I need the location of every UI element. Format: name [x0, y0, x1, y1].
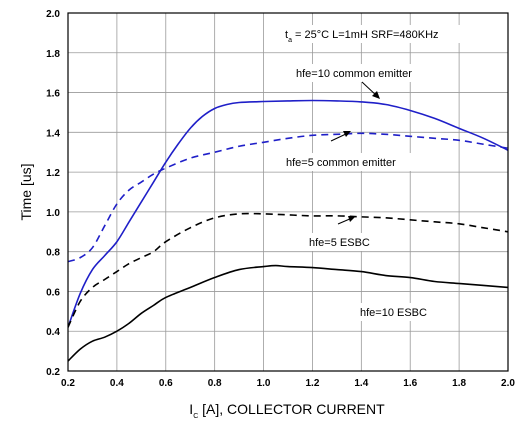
y-tick-label: 1.6 — [46, 89, 60, 100]
x-axis-title-prefix: I — [189, 401, 193, 417]
x-tick-label: 0.2 — [61, 378, 75, 389]
x-axis-title-rest: [A], COLLECTOR CURRENT — [198, 401, 385, 417]
series-label-hfe10-esbc: hfe=10 ESBC — [360, 307, 427, 319]
condition-label-box — [282, 25, 488, 43]
condition-label-subscript: a — [288, 37, 292, 44]
y-tick-label: 1.4 — [46, 128, 60, 139]
y-tick-label: 0.4 — [46, 327, 60, 338]
series-line-hfe-10-common-emitter — [68, 99, 508, 328]
series-layer — [68, 99, 508, 362]
pointer-arrowhead-hfe5-esbc — [348, 216, 356, 222]
label-box-hfe5-esbc — [305, 233, 383, 251]
x-tick-label: 0.4 — [110, 378, 124, 389]
y-tick-label: 1.8 — [46, 49, 60, 60]
y-tick-labels: 0.2 0.4 0.6 0.8 1.0 1.2 1.4 1.6 1.8 2.0 — [46, 9, 60, 378]
x-axis-title-subscript: C — [193, 413, 198, 420]
label-box-hfe5-ce — [282, 153, 433, 171]
y-tick-label: 2.0 — [46, 9, 60, 20]
x-tick-label: 1.2 — [305, 378, 319, 389]
x-tick-label: 2.0 — [501, 378, 515, 389]
x-tick-label: 0.8 — [208, 378, 222, 389]
plot-frame — [67, 12, 509, 372]
y-tick-label: 1.2 — [46, 168, 60, 179]
x-tick-label: 1.0 — [257, 378, 271, 389]
series-label-hfe5-common-emitter: hfe=5 common emitter — [286, 157, 396, 169]
condition-label-t: t — [285, 29, 288, 41]
series-label-hfe5-esbc: hfe=5 ESBC — [309, 237, 370, 249]
pointer-arrowhead-hfe10-ce — [372, 91, 380, 99]
y-axis-title: Time [us] — [18, 163, 34, 220]
y-tick-label: 1.0 — [46, 208, 60, 219]
series-label-hfe10-common-emitter: hfe=10 common emitter — [296, 68, 412, 80]
x-tick-label: 1.6 — [403, 378, 417, 389]
condition-label: ta = 25°C L=1mH SRF=480KHz — [285, 29, 439, 44]
x-tick-label: 1.4 — [354, 378, 368, 389]
pointer-arrowhead-hfe5-ce — [343, 131, 351, 137]
series-line-hfe-5-esbc — [68, 212, 508, 328]
x-tick-labels: 0.2 0.4 0.6 0.8 1.0 1.2 1.4 1.6 1.8 2.0 — [61, 378, 515, 389]
y-tick-label: 0.6 — [46, 287, 60, 298]
label-box-hfe10-esbc — [356, 303, 436, 321]
x-axis-title: IC [A], COLLECTOR CURRENT — [189, 401, 385, 420]
y-tick-label: 0.2 — [46, 367, 60, 378]
series-line-hfe-5-common-emitter — [68, 132, 508, 263]
x-tick-label: 0.6 — [159, 378, 173, 389]
y-tick-label: 0.8 — [46, 248, 60, 259]
condition-label-rest: = 25°C L=1mH SRF=480KHz — [292, 29, 439, 41]
series-line-hfe-10-esbc — [68, 264, 508, 362]
label-box-hfe10-ce — [292, 64, 449, 82]
x-tick-label: 1.8 — [452, 378, 466, 389]
